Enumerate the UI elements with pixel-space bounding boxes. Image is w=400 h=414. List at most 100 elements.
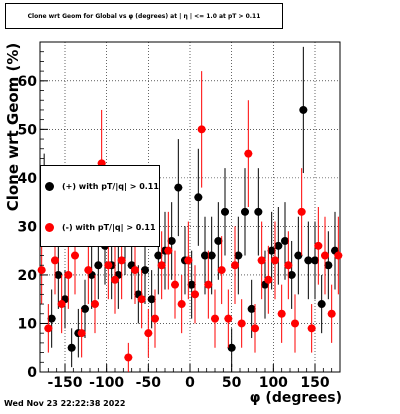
data-point: [71, 251, 79, 260]
data-point: [157, 261, 166, 270]
data-point: [191, 290, 199, 299]
data-marks: [37, 46, 343, 372]
data-point: [197, 125, 206, 134]
data-point: [234, 251, 243, 260]
data-point: [194, 193, 203, 202]
x-tick-label: 50: [222, 375, 242, 391]
y-tick-label: 40: [18, 171, 38, 187]
x-tick-label: -50: [136, 375, 162, 391]
data-point: [104, 261, 113, 270]
legend-label-minus: (-) with pT/|q| > 0.11: [62, 223, 156, 232]
y-tick-label: 0: [27, 365, 37, 381]
data-point: [317, 300, 326, 309]
data-point: [334, 251, 343, 260]
data-point: [324, 261, 333, 270]
data-point: [151, 314, 159, 323]
data-point: [274, 241, 283, 250]
data-point: [84, 266, 93, 275]
x-axis-label: φ (degrees): [249, 390, 342, 406]
data-point: [187, 280, 196, 289]
y-tick-label: 20: [18, 268, 38, 284]
data-point: [284, 261, 293, 270]
data-point: [314, 241, 323, 250]
timestamp: Wed Nov 23 22:22:38 2022: [4, 399, 126, 408]
data-point: [297, 207, 306, 216]
data-point: [237, 319, 246, 328]
data-point: [211, 314, 219, 323]
data-point: [144, 329, 153, 338]
data-point: [321, 251, 329, 260]
x-tick-label: -150: [47, 375, 82, 391]
axes: -150 -100 -50 0 50 100 150 0 10 20 30 40 50 60: [18, 41, 341, 391]
y-axis-label: Clone wrt Geom (%): [4, 42, 22, 212]
data-point: [137, 295, 146, 304]
data-point: [217, 266, 226, 275]
legend: (+) with pT/|q| > 0.11 (-) with pT/|q| >…: [40, 165, 160, 247]
data-point: [37, 266, 46, 275]
data-point: [51, 256, 59, 265]
data-point: [251, 324, 259, 333]
x-tick-label: 150: [300, 375, 329, 391]
data-point: [124, 353, 133, 362]
data-point: [184, 256, 193, 265]
y-tick-label: 30: [18, 219, 38, 235]
data-point: [264, 275, 273, 284]
data-point: [277, 309, 286, 318]
data-point: [257, 256, 266, 265]
data-point: [94, 261, 103, 270]
data-point: [204, 280, 213, 289]
data-point: [167, 236, 176, 245]
x-tick-label: 0: [185, 375, 195, 391]
data-point: [111, 275, 119, 284]
chart-title: Clone wrt Geom for Global vs φ (degrees)…: [5, 3, 283, 29]
data-point: [44, 324, 53, 333]
data-point: [154, 251, 163, 260]
data-point: [214, 236, 223, 245]
legend-item-minus: (-) with pT/|q| > 0.11: [45, 223, 156, 232]
data-point: [164, 246, 173, 255]
data-point: [247, 304, 256, 313]
data-point: [174, 183, 183, 192]
data-point: [47, 314, 56, 323]
data-point: [299, 105, 308, 114]
data-point: [224, 314, 233, 323]
data-point: [221, 207, 229, 216]
data-point: [117, 256, 126, 265]
data-point: [177, 300, 186, 309]
data-point: [57, 300, 66, 309]
legend-marker-black: [45, 182, 54, 191]
data-point: [227, 343, 236, 352]
data-point: [207, 251, 216, 260]
data-point: [281, 236, 289, 245]
data-point: [291, 319, 299, 328]
data-point: [231, 261, 239, 270]
data-point: [147, 295, 156, 304]
data-point: [307, 324, 316, 333]
x-tick-label: 100: [259, 375, 288, 391]
data-point: [141, 266, 149, 275]
data-point: [311, 256, 319, 265]
legend-marker-red: [45, 223, 54, 232]
x-tick-label: -100: [89, 375, 124, 391]
data-point: [267, 246, 276, 255]
data-point: [244, 149, 253, 158]
data-point: [77, 329, 86, 338]
y-tick-label: 10: [18, 316, 38, 332]
data-point: [271, 256, 279, 265]
data-point: [287, 270, 296, 279]
data-point: [171, 280, 179, 289]
data-point: [64, 270, 73, 279]
data-point: [131, 266, 139, 275]
y-tick-label: 60: [18, 74, 38, 90]
data-point: [54, 270, 63, 279]
data-point: [241, 207, 249, 216]
data-point: [254, 207, 263, 216]
data-point: [294, 251, 303, 260]
data-point: [91, 300, 99, 309]
data-point: [327, 309, 336, 318]
y-tick-label: 50: [18, 122, 38, 138]
legend-label-plus: (+) with pT/|q| > 0.11: [62, 182, 159, 191]
legend-item-plus: (+) with pT/|q| > 0.11: [45, 182, 159, 191]
data-point: [67, 343, 76, 352]
